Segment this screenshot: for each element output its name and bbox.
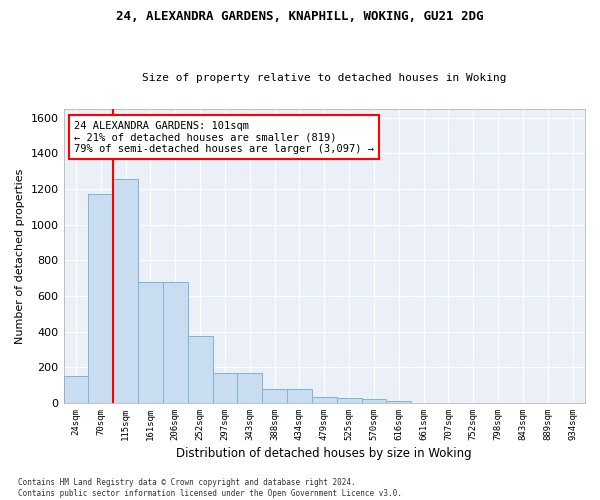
Bar xyxy=(238,372,262,403)
Bar xyxy=(163,282,188,403)
Title: Size of property relative to detached houses in Woking: Size of property relative to detached ho… xyxy=(142,73,506,83)
Bar xyxy=(362,400,386,403)
Bar xyxy=(113,179,138,403)
Bar xyxy=(287,388,312,403)
Bar xyxy=(88,194,113,403)
Bar xyxy=(386,401,411,403)
Text: Contains HM Land Registry data © Crown copyright and database right 2024.
Contai: Contains HM Land Registry data © Crown c… xyxy=(18,478,402,498)
Bar xyxy=(337,398,362,403)
Bar xyxy=(262,388,287,403)
Bar xyxy=(64,376,88,403)
X-axis label: Distribution of detached houses by size in Woking: Distribution of detached houses by size … xyxy=(176,447,472,460)
Bar xyxy=(188,336,212,403)
Bar xyxy=(312,396,337,403)
Bar xyxy=(138,282,163,403)
Y-axis label: Number of detached properties: Number of detached properties xyxy=(15,168,25,344)
Bar xyxy=(212,372,238,403)
Text: 24 ALEXANDRA GARDENS: 101sqm
← 21% of detached houses are smaller (819)
79% of s: 24 ALEXANDRA GARDENS: 101sqm ← 21% of de… xyxy=(74,120,374,154)
Text: 24, ALEXANDRA GARDENS, KNAPHILL, WOKING, GU21 2DG: 24, ALEXANDRA GARDENS, KNAPHILL, WOKING,… xyxy=(116,10,484,23)
